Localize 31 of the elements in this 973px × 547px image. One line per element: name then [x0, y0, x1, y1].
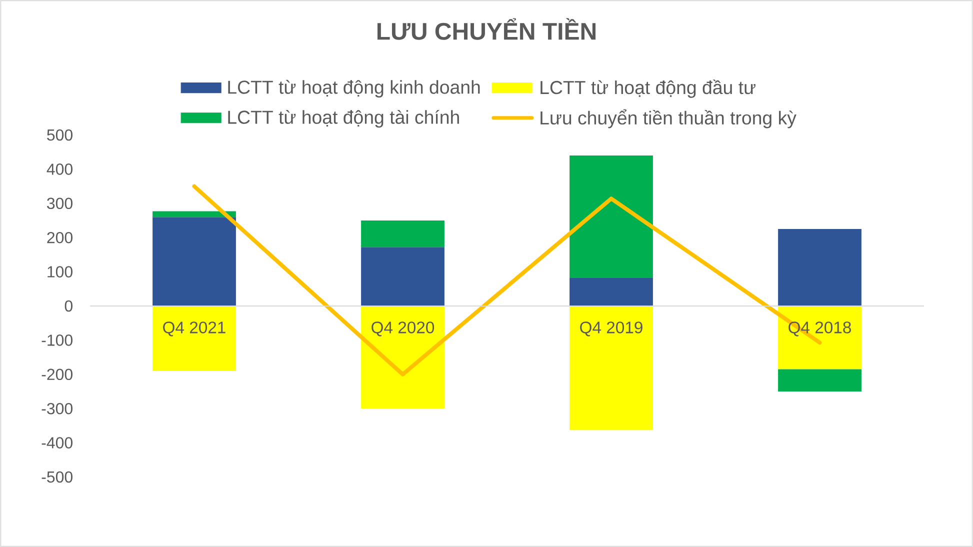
bar [778, 229, 862, 306]
y-tick-label: -500 [42, 471, 72, 483]
x-tick-label: Q4 2020 [372, 322, 434, 336]
legend-label: LCTT từ hoạt động kinh doanh [228, 80, 480, 98]
legend-label: LCTT từ hoạt động đầu tư [540, 80, 756, 98]
bar [361, 247, 444, 306]
y-tick-label: -200 [42, 368, 72, 380]
y-tick-label: 200 [47, 232, 72, 244]
bar [570, 306, 653, 430]
bar [152, 306, 236, 371]
y-tick-label: 500 [47, 129, 72, 141]
y-tick-label: 400 [46, 164, 72, 175]
bar [152, 217, 236, 306]
chart-title: LƯU CHUYỂN TIỀN [377, 18, 596, 40]
y-tick-label: -300 [42, 402, 72, 414]
bar [570, 156, 653, 278]
bar [778, 369, 862, 392]
bar [778, 306, 862, 370]
y-tick-label: 300 [47, 198, 72, 210]
x-tick-label: Q4 2019 [580, 322, 642, 336]
y-tick-label: 0 [64, 300, 72, 312]
bar [570, 278, 653, 306]
legend-label: Lưu chuyển tiền thuần trong kỳ [540, 109, 796, 128]
bar [361, 306, 444, 409]
y-tick-label: -400 [42, 437, 72, 448]
y-tick-label: 100 [48, 266, 72, 278]
x-tick-label: Q4 2018 [788, 322, 851, 336]
y-tick-label: -100 [42, 334, 72, 346]
x-tick-label: Q4 2021 [163, 322, 226, 336]
bar [361, 220, 444, 248]
legend-label: LCTT từ hoạt động tài chính [228, 110, 459, 128]
